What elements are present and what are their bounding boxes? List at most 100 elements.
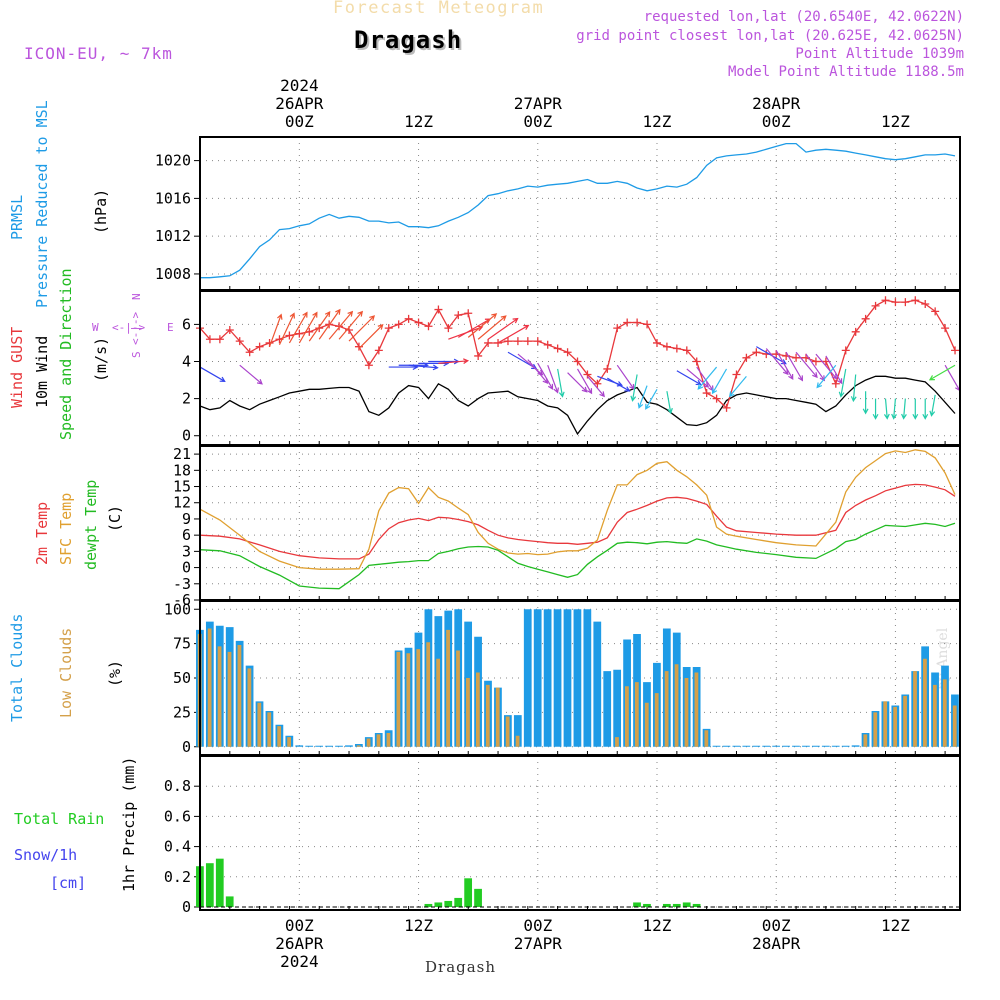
ylabel-unit: (C) — [106, 505, 124, 532]
requested-coords: requested lon,lat (20.6540E, 42.0622N) — [643, 9, 964, 25]
total-cloud-bar — [573, 609, 582, 747]
rain-bar — [205, 863, 214, 907]
y-tick-label: 1016 — [155, 189, 191, 207]
time-label-top-hour: 00Z — [762, 112, 791, 131]
y-tick-label: 21 — [173, 445, 191, 463]
low-cloud-bar — [923, 658, 927, 747]
total-cloud-bar — [722, 745, 731, 747]
model-label: ICON-EU, ~ 7km — [24, 44, 173, 63]
low-cloud-bar — [893, 706, 898, 747]
total-cloud-bar — [543, 609, 552, 747]
gust-marker — [732, 370, 741, 379]
ylabel-low-clouds: Low Clouds — [57, 628, 75, 718]
wind-direction-arrow — [756, 346, 787, 365]
gust-marker — [861, 314, 870, 323]
y-tick-label: 0 — [182, 427, 191, 445]
gust-marker — [295, 329, 304, 338]
gust-marker — [811, 357, 820, 366]
panel-pressure: 1008 1012 1016 1020 — [155, 137, 960, 290]
wind-direction-arrow — [816, 364, 837, 389]
low-cloud-bar — [932, 684, 937, 747]
total-cloud-bar — [841, 745, 850, 747]
time-label-top-hour: 00Z — [523, 112, 552, 131]
y-tick-label: 25 — [173, 703, 191, 721]
low-cloud-bar — [446, 629, 450, 747]
wind-direction-arrow — [795, 351, 818, 379]
total-cloud-bar — [811, 745, 820, 747]
rain-bar — [424, 903, 433, 907]
low-cloud-bar — [386, 733, 391, 747]
ylabel-pressure: Pressure Reduced to MSL — [33, 100, 51, 308]
time-label-bottom-hour: 12Z — [643, 916, 672, 935]
gust-marker — [374, 346, 383, 355]
y-tick-label: 4 — [182, 353, 191, 371]
y-tick-label: 0.4 — [164, 838, 191, 856]
gust-marker — [593, 379, 602, 388]
rain-bar — [692, 903, 701, 907]
wind-direction-arrow — [268, 313, 283, 347]
wind-direction-arrow — [497, 324, 530, 344]
y-tick-label: 18 — [173, 461, 191, 479]
gust-marker — [533, 337, 542, 346]
y-tick-label: 75 — [173, 635, 191, 653]
ylabel-prmsl: PRMSL — [8, 195, 26, 240]
gust-marker — [404, 314, 413, 323]
model-altitude: Model Point Altitude 1188.5m — [727, 64, 964, 80]
gridpoint-coords: grid point closest lon,lat (20.625E, 42.… — [576, 28, 964, 44]
wind-direction-arrow — [697, 366, 718, 390]
gust-marker — [225, 325, 234, 334]
ylabel-total-rain: Total Rain — [14, 810, 104, 828]
y-tick-label: 100 — [164, 600, 191, 618]
time-label-top-year: 2024 — [280, 76, 319, 95]
wind-direction-arrow — [676, 370, 702, 386]
low-cloud-bar — [376, 734, 381, 747]
y-tick-label: 6 — [182, 526, 191, 544]
rain-bar — [672, 903, 681, 907]
low-cloud-bar — [466, 678, 470, 747]
wind-direction-arrow — [358, 323, 384, 349]
wind-direction-arrow — [477, 315, 507, 340]
time-label-top-hour: 12Z — [404, 112, 433, 131]
total-cloud-bar — [295, 745, 304, 747]
sfc-temp-line — [199, 449, 956, 570]
wind-direction-arrow — [607, 377, 631, 392]
gust-marker — [752, 348, 761, 357]
wind-direction-arrow — [929, 394, 936, 417]
wind-direction-arrow — [586, 375, 605, 398]
ylabel-dewpt-temp: dewpt Temp — [82, 480, 100, 570]
compass-east: E — [167, 321, 174, 334]
low-cloud-bar — [495, 687, 500, 747]
time-label-top-hour: 12Z — [643, 112, 672, 131]
low-cloud-bar — [505, 716, 510, 747]
total-cloud-bar — [335, 745, 343, 747]
rain-bar — [633, 902, 641, 907]
total-cloud-bar — [603, 671, 612, 747]
y-tick-label: 0.6 — [164, 807, 191, 825]
compass-vertical-arrows: <-|-> — [129, 312, 142, 345]
gust-marker — [792, 353, 801, 362]
total-cloud-bar — [712, 745, 721, 747]
panel-clouds: 0 25 50 75 100 — [164, 600, 960, 756]
y-tick-label: 2 — [182, 390, 191, 408]
total-cloud-bar — [772, 745, 780, 747]
wind-direction-arrow — [616, 364, 635, 390]
y-tick-label: 1008 — [155, 265, 191, 283]
rain-bar — [643, 903, 651, 907]
low-cloud-bar — [426, 642, 431, 747]
low-cloud-bar — [396, 651, 401, 747]
compass-south: S — [130, 351, 143, 358]
low-cloud-bar — [356, 745, 361, 747]
low-cloud-bar — [485, 684, 490, 747]
gust-marker — [523, 337, 532, 346]
gust-marker — [354, 342, 363, 351]
low-cloud-bar — [644, 702, 649, 747]
gust-marker — [633, 318, 642, 327]
ylabel-precip: 1hr Precip (mm) — [120, 757, 138, 892]
y-tick-label: 0 — [182, 738, 191, 756]
gust-marker — [394, 320, 403, 329]
total-cloud-bar — [315, 745, 323, 747]
low-cloud-bar — [217, 646, 222, 747]
low-cloud-bar — [684, 678, 689, 747]
total-cloud-bar — [345, 745, 353, 747]
wind-direction-arrow — [922, 398, 929, 420]
